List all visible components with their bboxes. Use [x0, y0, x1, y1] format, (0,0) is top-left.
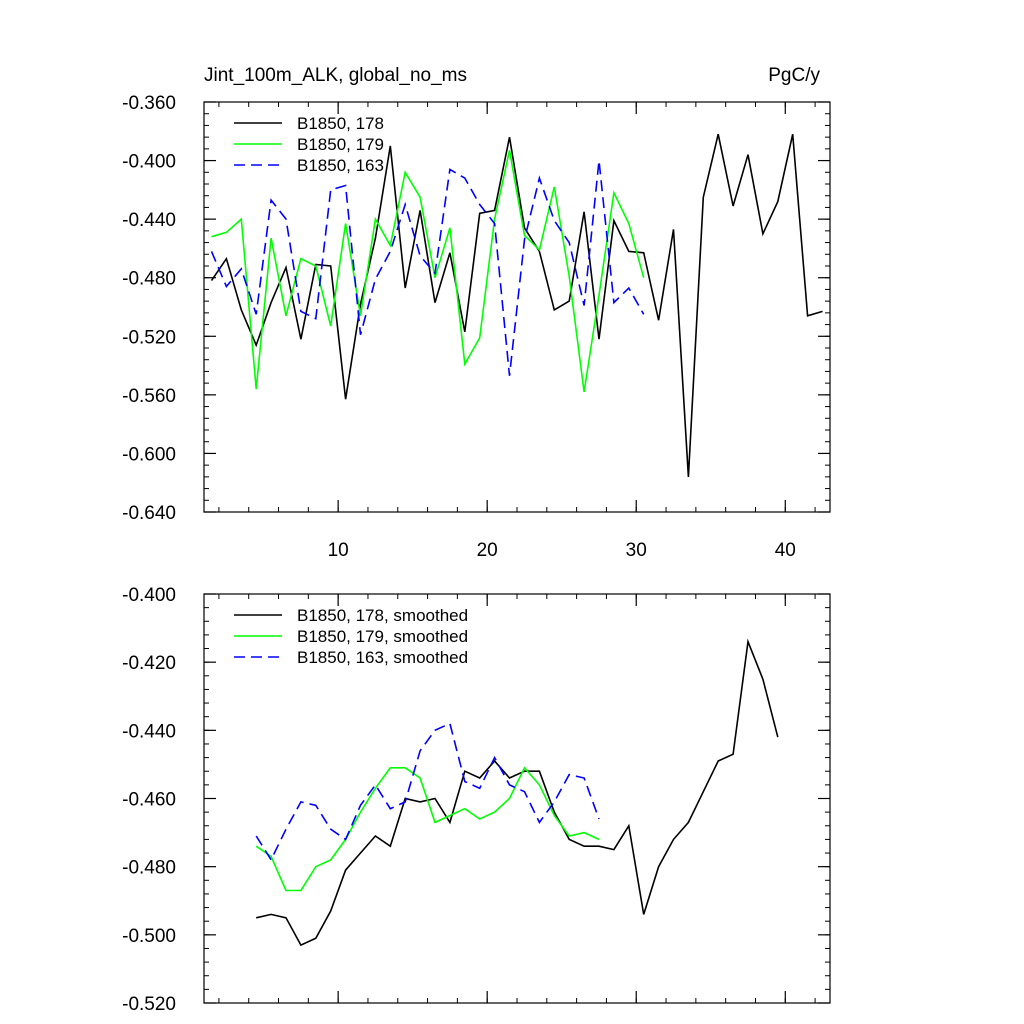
series-line-b1850-163	[210, 160, 645, 376]
series-line-b1850-179	[211, 150, 645, 393]
x-tick-label: 40	[775, 540, 796, 561]
y-tick-label: -0.420	[122, 653, 176, 674]
series-line-b1850-178-smoothed	[256, 638, 779, 947]
x-tick-label: 10	[328, 540, 349, 561]
y-tick-label: -0.400	[122, 585, 176, 606]
y-tick-label: -0.500	[122, 926, 176, 947]
x-tick-label: 20	[477, 540, 498, 561]
series-line-b1850-178	[210, 134, 823, 477]
series-line-b1850-163-smoothed	[255, 722, 600, 862]
legend-label: B1850, 178	[297, 114, 384, 133]
legend-label: B1850, 179	[297, 135, 384, 154]
legend-label: B1850, 179, smoothed	[297, 627, 468, 646]
y-tick-label: -0.520	[122, 994, 176, 1015]
y-tick-label: -0.400	[122, 152, 176, 173]
y-tick-label: -0.440	[122, 210, 176, 231]
y-tick-label: -0.600	[122, 444, 176, 465]
top-panel-raw-series: -0.640 -0.600 -0.560 -0.520 -0.480 -0.440 -0.4…	[122, 93, 831, 561]
y-tick-label: -0.480	[122, 858, 176, 879]
y-tick-label: -0.520	[122, 327, 176, 348]
legend-label: B1850, 178, smoothed	[297, 606, 468, 625]
chart-title: Jint_100m_ALK, global_no_ms	[204, 65, 467, 86]
units-label: PgC/y	[768, 65, 820, 86]
x-tick-label: 30	[626, 540, 647, 561]
y-tick-label: -0.360	[122, 93, 176, 114]
legend-label: B1850, 163	[297, 156, 384, 175]
y-tick-label: -0.440	[122, 721, 176, 742]
y-tick-label: -0.480	[122, 269, 176, 290]
series-line-b1850-179-smoothed	[255, 766, 600, 892]
legend-label: B1850, 163, smoothed	[297, 648, 468, 667]
y-tick-label: -0.460	[122, 790, 176, 811]
y-tick-label: -0.640	[122, 503, 176, 524]
bottom-panel-smoothed-series: -0.520 -0.500 -0.480 -0.460 -0.440 -0.420 -0.4…	[122, 585, 831, 1015]
y-tick-label: -0.560	[122, 386, 176, 407]
